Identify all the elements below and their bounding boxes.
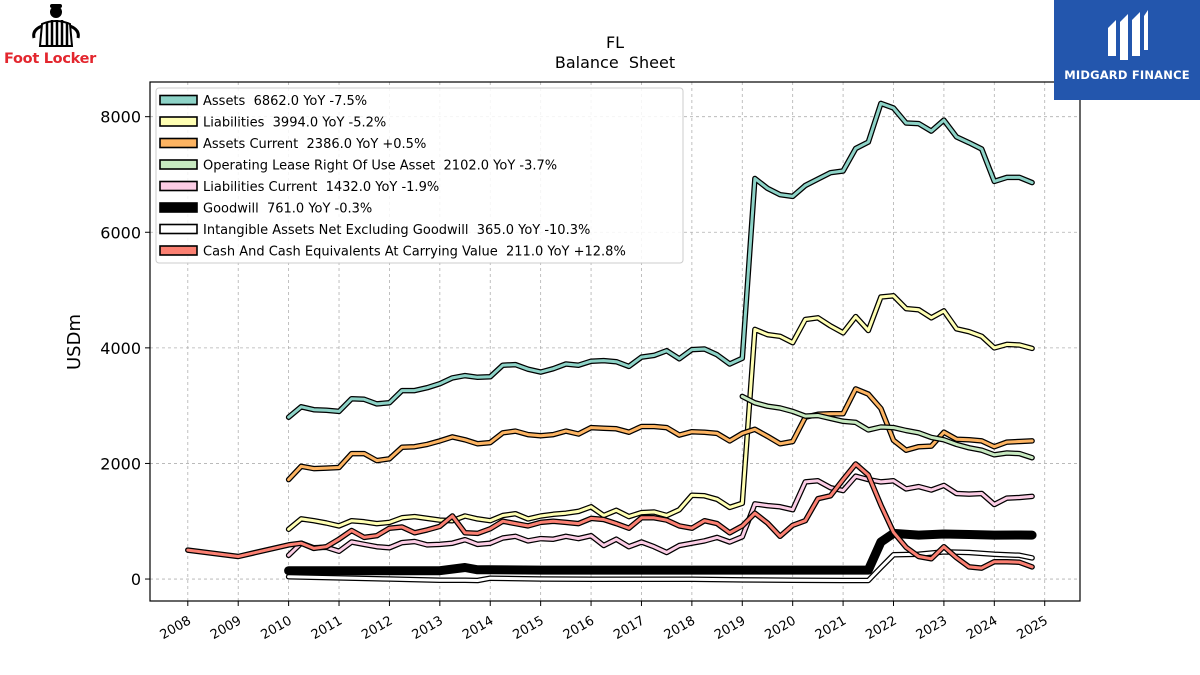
x-tick-label: 2011 — [309, 613, 345, 643]
x-tick-label: 2009 — [208, 613, 244, 643]
x-axis: 2008 2009 2010 2011 2012 2013 2014 2015 2016 2017… — [158, 601, 1051, 643]
x-tick-label: 2024 — [964, 613, 1000, 643]
legend: Assets 6862.0 YoY -7.5% Liabilities 3994.… — [155, 87, 684, 264]
x-tick-label: 2017 — [611, 613, 647, 643]
x-tick-label: 2019 — [712, 613, 748, 643]
series-line-0 — [287, 101, 1034, 419]
series-line-4 — [287, 474, 1034, 557]
midgard-m-icon — [1108, 10, 1148, 60]
x-tick-label: 2025 — [1015, 613, 1051, 643]
foot-locker-logo: Foot Locker — [0, 0, 115, 75]
legend-entry-label: Intangible Assets Net Excluding Goodwill… — [203, 223, 590, 238]
series-line-3 — [740, 394, 1034, 460]
legend-entry-label: Operating Lease Right Of Use Asset 2102.… — [203, 159, 557, 174]
plot-area-frame — [149, 81, 1081, 602]
y-tick-label: 4000 — [100, 339, 141, 358]
x-tick-label: 2008 — [158, 613, 194, 643]
y-tick-label: 2000 — [100, 454, 141, 473]
series-outline-1 — [285, 293, 1035, 533]
midgard-finance-logo: MIDGARD FINANCE — [1054, 0, 1200, 100]
series-outline-5 — [284, 528, 1037, 576]
chart-title: FL — [606, 33, 624, 52]
legend-entry-label: Cash And Cash Equivalents At Carrying Va… — [203, 245, 626, 260]
y-tick-label: 8000 — [100, 108, 141, 127]
x-tick-label: 2022 — [863, 613, 899, 643]
legend-entry-label: Liabilities Current 1432.0 YoY -1.9% — [203, 180, 439, 195]
series-layer — [185, 100, 1037, 584]
x-tick-label: 2014 — [460, 613, 496, 643]
legend-swatch — [159, 94, 198, 106]
chart-subtitle: Balance Sheet — [555, 53, 675, 72]
legend-entry-label: Assets 6862.0 YoY -7.5% — [203, 94, 367, 109]
x-tick-label: 2023 — [914, 613, 950, 643]
x-tick-label: 2016 — [561, 613, 597, 643]
legend-swatch — [159, 223, 198, 235]
foot-locker-logo-text: Foot Locker — [4, 51, 96, 67]
legend-swatch — [159, 137, 198, 149]
series-line-2 — [287, 387, 1034, 482]
legend-swatch — [159, 159, 198, 170]
series-line-7 — [186, 462, 1034, 570]
x-tick-label: 2015 — [510, 613, 546, 643]
series-line-1 — [287, 294, 1034, 531]
legend-box — [155, 87, 684, 264]
x-tick-label: 2018 — [662, 613, 698, 643]
x-tick-label: 2013 — [410, 613, 446, 643]
legend-swatch — [159, 245, 198, 256]
x-tick-label: 2021 — [813, 613, 849, 643]
y-tick-label: 6000 — [100, 223, 141, 242]
x-tick-label: 2020 — [763, 613, 799, 643]
x-tick-label: 2010 — [258, 613, 294, 643]
legend-swatch — [159, 202, 198, 213]
y-axis: 0 2000 4000 6000 8000 — [100, 108, 150, 589]
legend-entry-label: Liabilities 3994.0 YoY -5.2% — [203, 116, 386, 131]
midgard-finance-logo-text: MIDGARD FINANCE — [1064, 68, 1190, 82]
y-tick-label: 0 — [131, 570, 141, 589]
legend-swatch — [159, 116, 198, 127]
referee-icon — [32, 4, 80, 47]
legend-entry-label: Assets Current 2386.0 YoY +0.5% — [203, 137, 426, 152]
legend-entry-label: Goodwill 761.0 YoY -0.3% — [203, 202, 372, 217]
x-tick-label: 2012 — [359, 613, 395, 643]
legend-swatch — [159, 180, 198, 192]
y-axis-label: USDm — [64, 314, 85, 370]
